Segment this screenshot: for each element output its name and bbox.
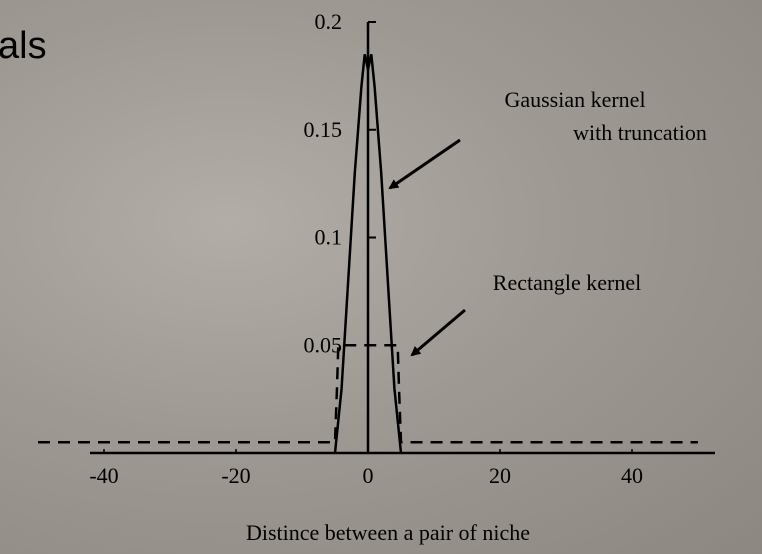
- annotation: with truncation: [573, 120, 707, 145]
- annotation: Rectangle kernel: [493, 270, 641, 295]
- annotation: Gaussian kernel: [504, 87, 645, 112]
- x-axis-label: Distince between a pair of niche: [246, 520, 530, 545]
- x-tick-label: 20: [489, 463, 511, 488]
- x-tick-label: -40: [89, 463, 118, 488]
- y-tick-label: 0.15: [304, 117, 343, 142]
- arrow: [388, 138, 461, 190]
- line: [38, 344, 698, 444]
- y-tick-label: 0.1: [315, 225, 343, 250]
- x-tick-label: 40: [621, 463, 643, 488]
- line: [333, 54, 403, 454]
- arrow: [410, 308, 466, 357]
- x-tick-label: 0: [363, 463, 374, 488]
- y-tick-label: 0.2: [315, 9, 343, 34]
- heading: als: [0, 25, 47, 67]
- y-tick-label: 0.05: [304, 332, 343, 357]
- x-tick-label: -20: [221, 463, 250, 488]
